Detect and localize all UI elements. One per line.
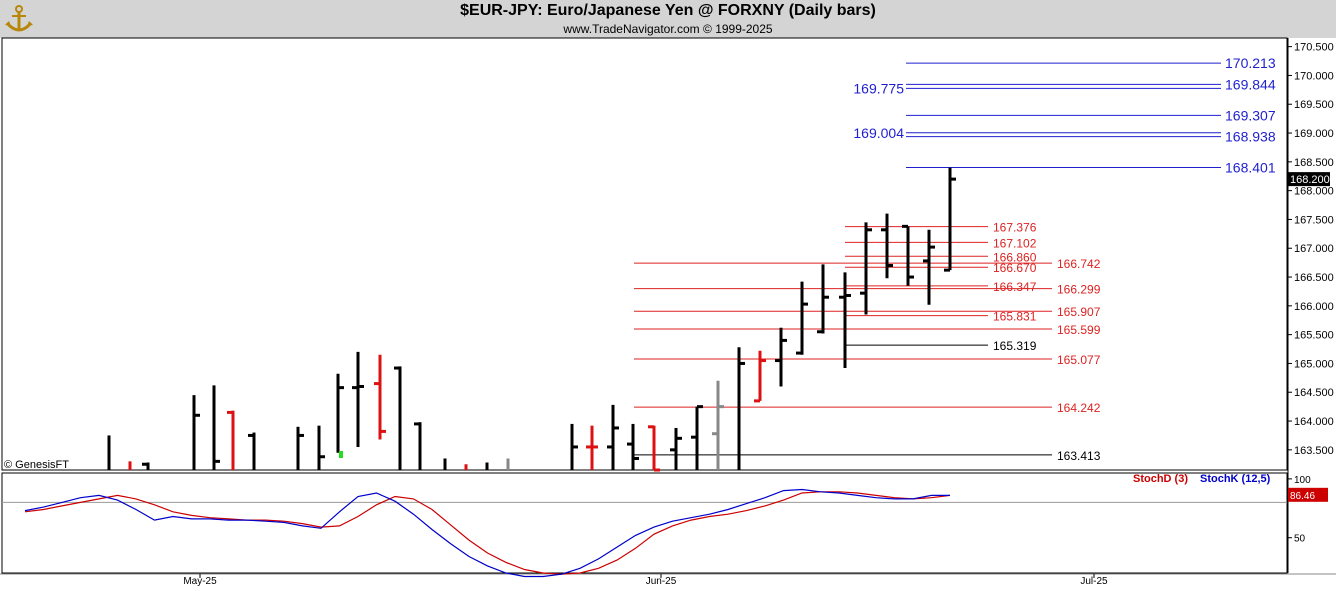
blue-level-label: 170.213 <box>1225 55 1276 71</box>
ohlc-bar <box>754 350 766 403</box>
last-price-label: 168.200 <box>1290 174 1330 186</box>
stoch-series-line <box>24 491 951 575</box>
ohlc-bar <box>860 222 872 315</box>
price-tick-label: 165.500 <box>1294 330 1334 342</box>
red-level-upper-label: 166.347 <box>993 280 1037 294</box>
chart-title: $EUR-JPY: Euro/Japanese Yen @ FORXNY (Da… <box>460 2 876 19</box>
ohlc-bar <box>839 272 851 369</box>
ohlc-bar <box>670 427 682 470</box>
ohlc-bar <box>627 423 639 470</box>
red-level-upper-label: 167.376 <box>993 221 1037 235</box>
price-tick-label: 167.500 <box>1294 214 1334 226</box>
ohlc-bar <box>796 281 808 355</box>
blue-level-label: 169.004 <box>853 125 904 141</box>
blue-level-label: 169.775 <box>853 80 904 96</box>
stoch-panel <box>1 472 1288 574</box>
price-tick-label: 169.000 <box>1294 128 1334 140</box>
watermark: © GenesisFT <box>4 459 69 471</box>
ohlc-bar <box>881 213 893 279</box>
ohlc-bar <box>212 385 220 470</box>
ohlc-bar <box>317 425 325 470</box>
ohlc-bar <box>394 366 402 470</box>
ohlc-bar <box>944 167 956 272</box>
ohlc-bar <box>691 405 703 470</box>
ohlc-bar <box>296 426 304 470</box>
time-tick-label: May-25 <box>183 576 217 587</box>
price-tick-label: 170.500 <box>1294 42 1334 54</box>
time-tick-label: Jun-25 <box>646 576 677 587</box>
stoch-last-tag <box>1288 487 1328 502</box>
ohlc-bar <box>374 354 386 440</box>
chart-subtitle: www.TradeNavigator.com © 1999-2025 <box>563 22 773 36</box>
price-tick-label: 164.000 <box>1294 416 1334 428</box>
red-level-upper-label: 166.860 <box>993 250 1037 264</box>
black-level-lower-label: 163.413 <box>1057 449 1101 463</box>
last-price-tag <box>1288 172 1330 187</box>
ohlc-bar <box>817 264 829 334</box>
chart-header <box>0 0 1336 38</box>
red-level-lower-label: 164.242 <box>1057 401 1101 415</box>
red-level-lower-label: 166.742 <box>1057 257 1101 271</box>
ohlc-bar <box>775 327 787 387</box>
price-tick-label: 165.000 <box>1294 358 1334 370</box>
ohlc-bar <box>352 351 364 447</box>
price-tick-label: 170.000 <box>1294 70 1334 82</box>
price-tick-label: 168.500 <box>1294 157 1334 169</box>
price-panel <box>1 37 1288 471</box>
price-tick-label: 166.500 <box>1294 272 1334 284</box>
ohlc-bar <box>227 410 235 470</box>
red-level-upper-label: 166.670 <box>993 261 1037 275</box>
stoch-tick-label: 100 <box>1294 475 1311 486</box>
ohlc-bar <box>248 432 256 470</box>
red-level-upper-label: 165.831 <box>993 310 1037 324</box>
ohlc-bar <box>570 423 578 470</box>
red-level-lower-label: 165.077 <box>1057 353 1101 367</box>
price-tick-label: 169.500 <box>1294 99 1334 111</box>
black-level-upper-label: 165.319 <box>993 339 1037 353</box>
blue-level-label: 169.844 <box>1225 76 1276 92</box>
green-marker <box>339 451 343 458</box>
anchor-logo-icon <box>5 5 33 32</box>
ohlc-bar <box>648 425 660 472</box>
price-tick-label: 164.500 <box>1294 387 1334 399</box>
ohlc-bar <box>737 347 745 470</box>
red-level-lower-label: 165.599 <box>1057 323 1101 337</box>
stoch-series-line <box>24 488 950 578</box>
ohlc-bar <box>712 380 724 470</box>
ohlc-bar <box>923 229 935 305</box>
price-tick-label: 167.000 <box>1294 243 1334 255</box>
blue-level-label: 168.938 <box>1225 129 1276 145</box>
axis-area <box>1288 38 1336 591</box>
time-tick-label: Jul-25 <box>1080 576 1108 587</box>
ohlc-bar <box>607 404 619 470</box>
legend-stochd: StochD (3) <box>1133 473 1188 485</box>
legend-stochk: StochK (12,5) <box>1200 473 1271 485</box>
red-level-lower-label: 166.299 <box>1057 283 1101 297</box>
red-level-upper-label: 167.102 <box>993 236 1037 250</box>
blue-level-label: 168.401 <box>1225 160 1276 176</box>
price-tick-label: 168.000 <box>1294 186 1334 198</box>
blue-level-label: 169.307 <box>1225 107 1276 123</box>
price-tick-label: 166.000 <box>1294 301 1334 313</box>
ohlc-bar <box>142 462 150 470</box>
ohlc-bar <box>336 373 344 453</box>
red-level-lower-label: 165.907 <box>1057 305 1101 319</box>
stoch-last-label: 86.46 <box>1290 491 1315 502</box>
ohlc-bar <box>586 425 598 470</box>
stoch-tick-label: 50 <box>1294 534 1306 545</box>
ohlc-bar <box>192 395 200 470</box>
ohlc-bar <box>902 224 914 286</box>
ohlc-bar <box>414 422 422 470</box>
price-tick-label: 163.500 <box>1294 445 1334 457</box>
